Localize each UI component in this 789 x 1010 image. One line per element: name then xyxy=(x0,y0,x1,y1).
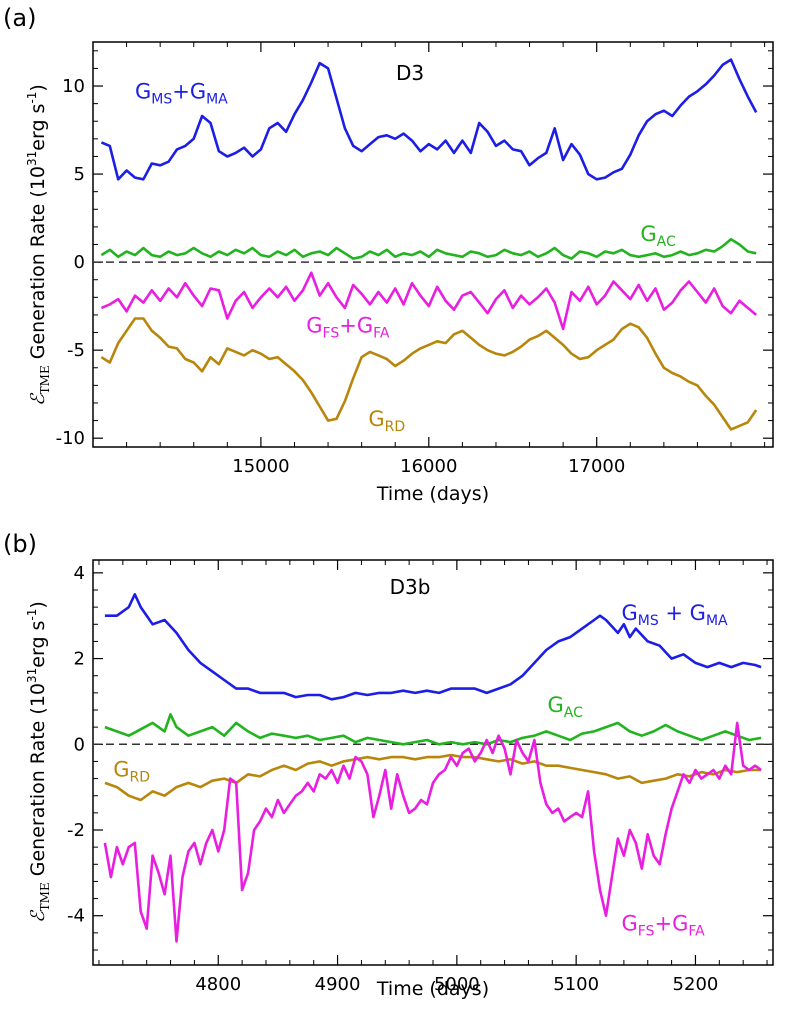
panel-b-ytick-label-0: 0 xyxy=(74,734,85,755)
panel-a-label-gac: GAC xyxy=(640,222,676,250)
panel-b-xtick-label-5000: 5000 xyxy=(434,974,480,995)
panel-b-xlabel: Time (days) xyxy=(376,978,489,1000)
panel-a-label-grd: GRD xyxy=(368,407,405,435)
panel-b-ylabel: ℰTME Generation Rate (1031erg s-1) xyxy=(25,601,52,923)
panel-a-ytick-label-5: 5 xyxy=(74,164,85,185)
panel-b: (b) D3b 4800 4900 5000 5100 5200 -4 -2 0 2 4 GMS … xyxy=(3,530,774,1000)
ylabel-unit-exp: -1 xyxy=(25,609,39,621)
panel-a-series-gms xyxy=(100,58,758,181)
ylabel-unit: erg s xyxy=(27,621,49,668)
ylabel-unit-exp: -1 xyxy=(25,92,39,104)
panel-a-title: D3 xyxy=(396,61,424,85)
panel-b-xtick-label-5200: 5200 xyxy=(673,974,719,995)
ylabel-sub: TME xyxy=(38,365,52,394)
panel-a-xtick-label-15000: 15000 xyxy=(232,456,289,477)
panel-b-series-gac xyxy=(104,712,762,746)
panel-a-annotations: GMS+GMA GAC GFS+GFA GRD xyxy=(135,79,676,435)
ylabel-main: Generation Rate (10 xyxy=(27,683,49,882)
panel-a-ylabel: ℰTME Generation Rate (1031erg s-1) xyxy=(25,84,52,406)
panel-a-ytick-label--5: -5 xyxy=(67,340,85,361)
ylabel-script: ℰ xyxy=(27,392,49,406)
panel-b-ticks: 4800 4900 5000 5100 5200 -4 -2 0 2 4 xyxy=(67,560,773,995)
ylabel-unit: erg s xyxy=(27,104,49,151)
panel-b-ytick-label--4: -4 xyxy=(67,906,85,927)
ylabel-close: ) xyxy=(27,84,49,91)
panel-b-ytick-label--2: -2 xyxy=(67,820,85,841)
panel-b-label-grd: GRD xyxy=(113,757,150,785)
panel-a-label-gfs: GFS+GFA xyxy=(306,314,390,342)
panel-b-label-gac: GAC xyxy=(548,693,584,721)
panel-a-label-gms: GMS+GMA xyxy=(135,79,228,107)
ylabel-main: Generation Rate (10 xyxy=(27,166,49,365)
panel-a-series-grd xyxy=(100,317,758,431)
panel-b-xtick-label-4800: 4800 xyxy=(195,974,241,995)
panel-a-ytick-label--10: -10 xyxy=(56,428,85,449)
panel-a-series-gfs xyxy=(100,271,758,331)
ylabel-close: ) xyxy=(27,601,49,608)
panel-b-xtick-label-4900: 4900 xyxy=(315,974,361,995)
panel-b-label-gms: GMS + GMA xyxy=(621,601,728,629)
panel-a-xtick-label-17000: 17000 xyxy=(568,456,625,477)
ylabel-script: ℰ xyxy=(27,909,49,923)
panel-b-series-gfs xyxy=(103,721,762,943)
panel-a-ticks: 15000 16000 17000 -10 -5 0 5 10 xyxy=(56,42,773,477)
panel-a-ytick-label-0: 0 xyxy=(74,252,85,273)
panel-b-label: (b) xyxy=(3,530,37,558)
panel-b-title: D3b xyxy=(390,575,431,599)
panel-a-series-gac xyxy=(100,237,757,260)
panel-a-label: (a) xyxy=(3,4,36,32)
panel-b-ytick-label-2: 2 xyxy=(74,649,85,670)
ylabel-exp: 31 xyxy=(25,151,39,166)
panel-a-ytick-label-10: 10 xyxy=(62,76,85,97)
ylabel-exp: 31 xyxy=(25,668,39,683)
panel-a-xtick-label-16000: 16000 xyxy=(400,456,457,477)
panel-b-xtick-label-5100: 5100 xyxy=(553,974,599,995)
panel-b-series-gms xyxy=(104,592,762,701)
panel-b-series-grd xyxy=(104,753,762,802)
panel-b-ytick-label-4: 4 xyxy=(74,563,85,584)
panel-b-annotations: GMS + GMA GAC GRD GFS+GFA xyxy=(113,601,728,940)
panel-a-series xyxy=(93,58,773,431)
panel-b-series xyxy=(93,592,773,943)
ylabel-sub: TME xyxy=(38,882,52,911)
panel-b-label-gfs: GFS+GFA xyxy=(621,912,705,940)
panel-a-xlabel: Time (days) xyxy=(376,483,489,505)
